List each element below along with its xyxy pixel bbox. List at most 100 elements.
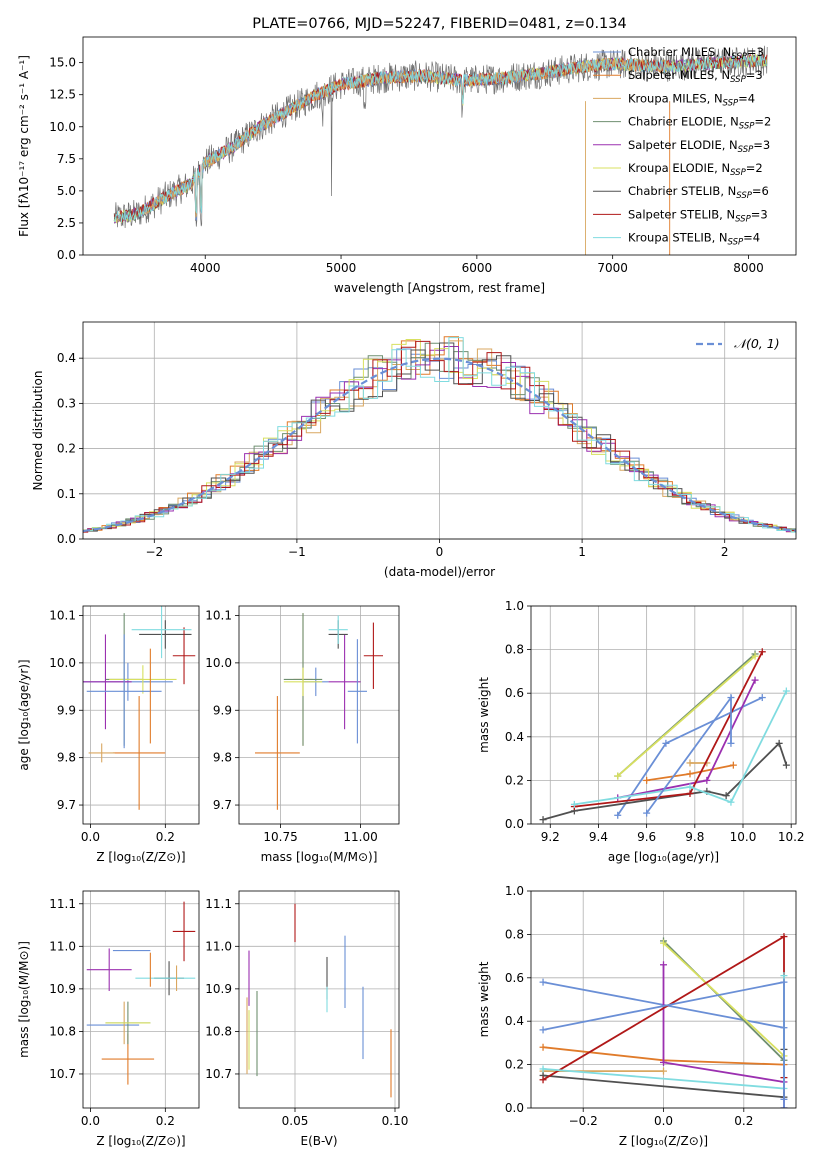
x-tick-label: −1	[288, 545, 306, 559]
y-tick-label: 11.1	[205, 897, 232, 911]
y-tick-label: 10.7	[49, 1067, 76, 1081]
y-tick-label: 0.0	[57, 248, 76, 262]
x-tick-label: 0.2	[734, 1114, 753, 1128]
error-bar-point	[363, 622, 383, 689]
residuals-frame	[82, 321, 797, 540]
y-tick-label: 1.0	[505, 884, 524, 898]
residuals-panel: −2 −1 0 1 2 0.0 0.1 0.2 0.3 0.4 (data-model)/error…	[31, 321, 797, 579]
weight-marker	[751, 652, 759, 660]
y-axis-label: mass [log₁₀(M/M⊙)]	[17, 941, 31, 1058]
y-tick-label: 10.9	[205, 982, 232, 996]
mass-weight-vs-age-plot-area	[539, 648, 790, 824]
y-tick-label: 7.5	[57, 152, 76, 166]
y-tick-label: 11.0	[49, 939, 76, 953]
x-tick-label: 10.0	[730, 830, 757, 844]
y-tick-label: 9.9	[57, 703, 76, 717]
spectrum-panel: 4000 5000 6000 7000 8000 0.0 2.5 5.0 7.5 10.0 12.5…	[17, 16, 797, 295]
weight-marker	[703, 776, 711, 784]
x-tick-label: 7000	[597, 261, 628, 275]
x-tick-label: 8000	[733, 261, 764, 275]
y-tick-label: 0.1	[57, 487, 76, 501]
weight-marker	[780, 972, 788, 980]
weight-marker	[686, 789, 694, 797]
error-bar-point	[88, 743, 115, 763]
weight-marker	[643, 776, 651, 784]
y-tick-label: 9.8	[213, 751, 232, 765]
legend-entry: Chabrier STELIB, NSSP=6	[628, 184, 769, 201]
spectrum-plot-area	[113, 45, 768, 255]
mass-weight-vs-z-plot-area	[539, 933, 788, 1108]
weight-marker	[782, 761, 790, 769]
x-tick-label: 6000	[462, 261, 493, 275]
mass-weight-vs-age-frame	[530, 605, 797, 825]
y-tick-label: 11.1	[49, 897, 76, 911]
y-tick-label: 10.8	[205, 1024, 232, 1038]
y-tick-label: 11.0	[205, 939, 232, 953]
y-tick-label: 0.2	[505, 1058, 524, 1072]
residuals-plot-area	[83, 336, 796, 534]
y-axis-label: mass weight	[477, 677, 491, 753]
weight-marker	[660, 939, 667, 947]
chart-title: PLATE=0766, MJD=52247, FIBERID=0481, z=0…	[252, 16, 626, 32]
mass-vs-z-panel: 0.0 0.2 10.7 10.8 10.9 11.0 11.1 Z [log₁₀(Z/Z⊙)…	[17, 890, 200, 1148]
x-axis-label: E(B-V)	[300, 1134, 337, 1148]
weight-marker	[686, 783, 694, 791]
weight-marker	[539, 816, 547, 824]
y-tick-label: 12.5	[49, 88, 76, 102]
weight-marker	[758, 694, 766, 702]
mass-weight-vs-z-frame	[530, 890, 797, 1109]
legend-entry: Salpeter STELIB, NSSP=3	[628, 207, 768, 224]
y-tick-label: 10.8	[49, 1024, 76, 1038]
error-bar-point	[86, 948, 132, 991]
y-tick-label: 0.0	[57, 532, 76, 546]
y-tick-label: 0.8	[505, 927, 524, 941]
weight-series-5	[617, 655, 756, 777]
x-tick-label: 0	[436, 545, 444, 559]
x-tick-label: 5000	[326, 261, 357, 275]
error-bar-point	[109, 665, 177, 694]
mass-weight-vs-age-panel: 9.2 9.4 9.6 9.8 10.0 10.2 0.0 0.2 0.4 0.6 0.8 1.0 ag…	[477, 599, 805, 864]
weight-marker	[758, 648, 766, 656]
y-tick-label: 0.6	[505, 971, 524, 985]
x-tick-label: 1	[578, 545, 586, 559]
x-tick-label: 0.05	[282, 1114, 309, 1128]
y-tick-label: 0.2	[505, 773, 524, 787]
weight-marker	[660, 1067, 667, 1075]
x-tick-label: 9.8	[685, 830, 704, 844]
x-axis-label: age [log₁₀(age/yr)]	[608, 850, 719, 864]
legend-entry: Kroupa MILES, NSSP=4	[628, 91, 755, 108]
legend-entry: 𝒩(0, 1)	[734, 336, 780, 351]
x-tick-label: 9.4	[589, 830, 608, 844]
y-tick-label: 0.8	[505, 643, 524, 657]
mass-vs-ebv-panel: 0.05 0.10 10.7 10.8 10.9 11.0 11.1 E(B-V)	[205, 890, 408, 1148]
weight-marker	[751, 676, 759, 684]
weight-marker	[539, 1076, 547, 1084]
y-tick-label: 10.0	[205, 656, 232, 670]
error-bar-point	[112, 696, 166, 810]
y-tick-label: 10.9	[49, 982, 76, 996]
legend-entry: Kroupa ELODIE, NSSP=2	[628, 161, 763, 178]
y-axis-label: Flux [fλ10⁻¹⁷ erg cm⁻² s⁻¹ A⁻¹]	[17, 55, 31, 237]
x-axis-label: wavelength [Angstrom, rest frame]	[334, 281, 545, 295]
error-bar-point	[255, 696, 300, 810]
y-tick-label: 0.6	[505, 686, 524, 700]
spectrum-frame	[82, 36, 797, 256]
weight-marker	[780, 933, 788, 941]
weight-marker	[782, 687, 790, 695]
x-tick-label: 9.2	[541, 830, 560, 844]
x-tick-label: 11.00	[343, 830, 377, 844]
error-bar-point	[347, 639, 367, 744]
weight-marker	[727, 798, 735, 806]
weight-marker	[539, 1026, 547, 1034]
spectrum-legend: Chabrier MILES, NSSP=3 Salpeter MILES, NS…	[593, 45, 771, 248]
x-axis-label: Z [log₁₀(Z/Z⊙)]	[96, 1134, 185, 1148]
error-bar-point	[172, 901, 196, 962]
y-tick-label: 0.0	[505, 1101, 524, 1115]
weight-marker	[780, 1104, 788, 1108]
weight-marker	[727, 694, 735, 702]
mass-vs-z-plot-area	[86, 901, 196, 1085]
weight-marker	[614, 811, 622, 819]
age-vs-z-frame	[82, 605, 200, 825]
x-tick-label: 0.2	[156, 1114, 175, 1128]
y-tick-label: 9.9	[213, 703, 232, 717]
